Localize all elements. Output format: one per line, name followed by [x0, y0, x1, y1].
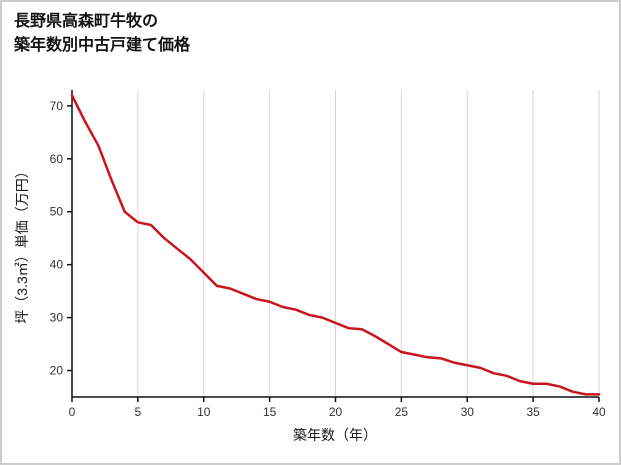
- y-tick-label: 60: [50, 152, 64, 166]
- y-tick-label: 70: [50, 99, 64, 113]
- x-axis-label: 築年数（年）: [293, 427, 377, 443]
- x-tick-label: 25: [395, 405, 409, 419]
- y-tick-label: 20: [50, 364, 64, 378]
- x-tick-label: 40: [592, 405, 606, 419]
- y-tick-label: 50: [50, 205, 64, 219]
- chart-title-line2: 築年数別中古戸建て価格: [14, 37, 191, 54]
- y-tick-label: 40: [50, 258, 64, 272]
- price-line-series: [70, 94, 601, 396]
- x-tick-label: 10: [197, 405, 211, 419]
- y-tick-label: 30: [50, 311, 64, 325]
- x-tick-label: 20: [329, 405, 343, 419]
- x-tick-label: 15: [263, 405, 277, 419]
- chart-title: 長野県高森町牛牧の 築年数別中古戸建て価格: [14, 10, 190, 58]
- x-tick-label: 5: [135, 405, 142, 419]
- x-tick-label: 35: [526, 405, 540, 419]
- x-tick-label: 30: [461, 405, 475, 419]
- chart-title-line1: 長野県高森町牛牧の: [14, 13, 159, 30]
- y-axis-label: 坪（3.3㎡）単価（万円）: [14, 164, 30, 323]
- x-tick-label: 0: [69, 405, 76, 419]
